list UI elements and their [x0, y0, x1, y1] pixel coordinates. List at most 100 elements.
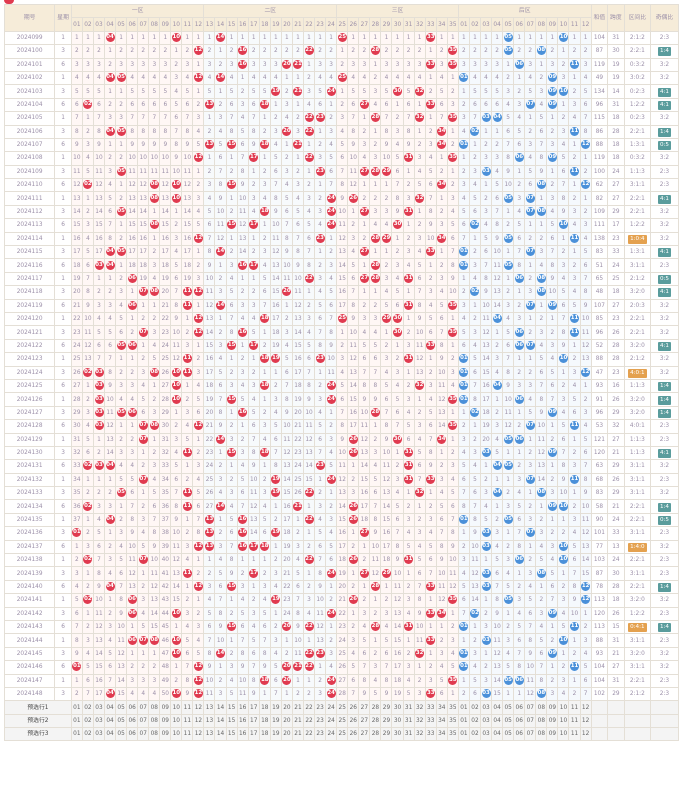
predict-front-number[interactable]: 10	[170, 727, 183, 742]
predict-front-number[interactable]: 12	[192, 727, 205, 742]
predict-front-number[interactable]: 24	[325, 700, 338, 715]
predict-front-number[interactable]: 26	[347, 727, 360, 742]
predict-front-number[interactable]: 26	[347, 713, 360, 729]
predict-front-number[interactable]: 21	[291, 700, 304, 715]
predict-front-number[interactable]: 30	[391, 727, 404, 742]
predict-front-number[interactable]: 25	[336, 727, 349, 742]
predict-back-number[interactable]: 08	[535, 700, 548, 715]
predict-front-number[interactable]: 35	[446, 727, 459, 742]
predict-front-number[interactable]: 31	[402, 700, 415, 715]
predict-back-number[interactable]: 12	[579, 713, 592, 729]
predict-front-number[interactable]: 23	[314, 727, 327, 742]
predict-front-number[interactable]: 01	[70, 713, 83, 729]
predict-front-number[interactable]: 16	[236, 727, 249, 742]
predict-front-number[interactable]: 14	[214, 727, 227, 742]
predict-back-number[interactable]: 11	[568, 700, 581, 715]
predict-front-number[interactable]: 09	[159, 700, 172, 715]
predict-back-number[interactable]: 01	[457, 700, 470, 715]
predict-front-number[interactable]: 06	[126, 700, 139, 715]
predict-back-number[interactable]: 07	[524, 727, 537, 742]
predict-front-number[interactable]: 28	[369, 700, 382, 715]
predict-front-number[interactable]: 06	[126, 727, 139, 742]
predict-back-number[interactable]: 05	[502, 713, 515, 729]
predict-front-number[interactable]: 01	[70, 727, 83, 742]
predict-front-number[interactable]: 31	[402, 713, 415, 729]
predict-front-number[interactable]: 05	[115, 713, 128, 729]
predict-front-number[interactable]: 05	[115, 700, 128, 715]
predict-front-number[interactable]: 25	[336, 700, 349, 715]
predict-front-number[interactable]: 32	[413, 713, 426, 729]
predict-front-number[interactable]: 07	[137, 700, 150, 715]
predict-back-number[interactable]: 06	[513, 727, 526, 742]
predict-front-number[interactable]: 27	[358, 713, 371, 729]
predict-front-number[interactable]: 07	[137, 713, 150, 729]
predict-front-number[interactable]: 34	[435, 713, 448, 729]
predict-back-number[interactable]: 10	[557, 700, 570, 715]
predict-front-number[interactable]: 09	[159, 727, 172, 742]
predict-front-number[interactable]: 18	[258, 700, 271, 715]
predict-front-number[interactable]: 18	[258, 713, 271, 729]
predict-front-number[interactable]: 01	[70, 700, 83, 715]
predict-front-number[interactable]: 24	[325, 713, 338, 729]
predict-back-number[interactable]: 09	[546, 700, 559, 715]
predict-front-number[interactable]: 17	[247, 713, 260, 729]
predict-back-number[interactable]: 02	[468, 700, 481, 715]
predict-back-number[interactable]: 04	[491, 727, 504, 742]
predict-back-number[interactable]: 05	[502, 700, 515, 715]
predict-front-number[interactable]: 16	[236, 713, 249, 729]
predict-front-number[interactable]: 04	[104, 713, 117, 729]
predict-front-number[interactable]: 19	[269, 700, 282, 715]
predict-front-number[interactable]: 34	[435, 727, 448, 742]
predict-row[interactable]: 预选行3 01 02 03 04 05 06 07 08 09 10 11 12 13 14 15 16 17 18…	[4, 727, 679, 742]
predict-front-number[interactable]: 29	[380, 713, 393, 729]
predict-back-number[interactable]: 08	[535, 727, 548, 742]
predict-back-number[interactable]: 03	[479, 700, 493, 715]
predict-front-number[interactable]: 09	[159, 713, 172, 729]
predict-front-number[interactable]: 33	[424, 713, 437, 729]
predict-front-number[interactable]: 15	[225, 727, 238, 742]
predict-front-number[interactable]: 15	[225, 700, 238, 715]
predict-back-number[interactable]: 02	[468, 727, 481, 742]
predict-back-number[interactable]: 04	[491, 700, 504, 715]
predict-back-number[interactable]: 09	[546, 727, 559, 742]
predict-front-number[interactable]: 12	[192, 713, 205, 729]
predict-front-number[interactable]: 35	[446, 713, 459, 729]
predict-back-number[interactable]: 12	[579, 727, 592, 742]
predict-back-number[interactable]: 02	[468, 713, 481, 729]
predict-back-number[interactable]: 07	[524, 700, 537, 715]
predict-front-number[interactable]: 13	[203, 727, 216, 742]
predict-front-number[interactable]: 21	[291, 727, 304, 742]
predict-front-number[interactable]: 18	[258, 727, 271, 742]
predict-front-number[interactable]: 03	[92, 727, 106, 742]
predict-front-number[interactable]: 07	[137, 727, 150, 742]
predict-back-number[interactable]: 10	[557, 727, 570, 742]
predict-front-number[interactable]: 21	[291, 713, 304, 729]
predict-front-number[interactable]: 19	[269, 727, 282, 742]
predict-front-number[interactable]: 31	[402, 727, 415, 742]
predict-front-number[interactable]: 03	[92, 713, 106, 729]
predict-front-number[interactable]: 29	[380, 700, 393, 715]
predict-front-number[interactable]: 16	[236, 700, 249, 715]
predict-front-number[interactable]: 24	[325, 727, 338, 742]
predict-back-number[interactable]: 10	[557, 713, 570, 729]
predict-back-number[interactable]: 09	[546, 713, 559, 729]
predict-front-number[interactable]: 25	[336, 713, 349, 729]
predict-front-number[interactable]: 28	[369, 713, 382, 729]
predict-front-number[interactable]: 20	[280, 727, 293, 742]
predict-front-number[interactable]: 08	[148, 713, 161, 729]
predict-front-number[interactable]: 13	[203, 700, 216, 715]
predict-front-number[interactable]: 06	[126, 713, 139, 729]
predict-front-number[interactable]: 22	[302, 727, 316, 742]
predict-front-number[interactable]: 35	[446, 700, 459, 715]
predict-front-number[interactable]: 04	[104, 727, 117, 742]
predict-front-number[interactable]: 27	[358, 727, 371, 742]
predict-front-number[interactable]: 02	[81, 713, 94, 729]
predict-back-number[interactable]: 03	[479, 713, 493, 729]
predict-front-number[interactable]: 19	[269, 713, 282, 729]
predict-front-number[interactable]: 20	[280, 713, 293, 729]
predict-front-number[interactable]: 11	[181, 727, 194, 742]
predict-back-number[interactable]: 08	[535, 713, 548, 729]
predict-front-number[interactable]: 32	[413, 727, 426, 742]
predict-front-number[interactable]: 22	[302, 713, 316, 729]
predict-front-number[interactable]: 30	[391, 713, 404, 729]
